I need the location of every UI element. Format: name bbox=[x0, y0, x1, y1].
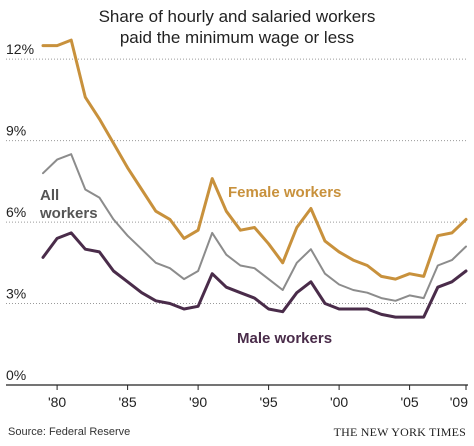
x-tick-label: '00 bbox=[330, 394, 348, 410]
x-tick-label: '90 bbox=[189, 394, 207, 410]
x-tick-label: '80 bbox=[48, 394, 66, 410]
y-tick-label: 0% bbox=[6, 367, 26, 383]
all-workers-label: All workers bbox=[39, 187, 98, 222]
footer: Source: Federal Reserve THE NEW YORK TIM… bbox=[0, 424, 474, 442]
female-workers-line bbox=[41, 38, 468, 281]
y-tick-label: 6% bbox=[6, 204, 26, 220]
chart-title: Share of hourly and salaried workers pai… bbox=[0, 6, 474, 48]
female-workers-label: Female workers bbox=[228, 184, 341, 201]
male-workers-line bbox=[41, 231, 468, 319]
chart-title-line-2: paid the minimum wage or less bbox=[119, 28, 355, 47]
y-tick-label: 9% bbox=[6, 123, 26, 139]
publisher-credit: THE NEW YORK TIMES bbox=[333, 425, 466, 439]
grid-lines bbox=[6, 58, 468, 305]
series-labels: Female workers All workers Male workers bbox=[39, 184, 341, 347]
x-tick-label: '09 bbox=[450, 394, 468, 410]
source-note: Source: Federal Reserve bbox=[8, 426, 131, 438]
all-workers-line bbox=[42, 153, 467, 302]
x-tick-label: '85 bbox=[118, 394, 136, 410]
line-chart: 0% 3% 6% 9% 12% '80 '85 '90 '95 '00 '05 '09 Female … bbox=[6, 38, 468, 410]
series-lines bbox=[41, 38, 468, 319]
male-workers-label: Male workers bbox=[237, 330, 332, 347]
y-tick-label: 3% bbox=[6, 286, 26, 302]
axes: 0% 3% 6% 9% 12% '80 '85 '90 '95 '00 '05 '09 bbox=[6, 41, 468, 410]
y-tick-label: 12% bbox=[6, 41, 34, 57]
x-tick-label: '95 bbox=[259, 394, 277, 410]
chart-title-line-1: Share of hourly and salaried workers bbox=[98, 7, 376, 26]
x-tick-label: '05 bbox=[400, 394, 418, 410]
